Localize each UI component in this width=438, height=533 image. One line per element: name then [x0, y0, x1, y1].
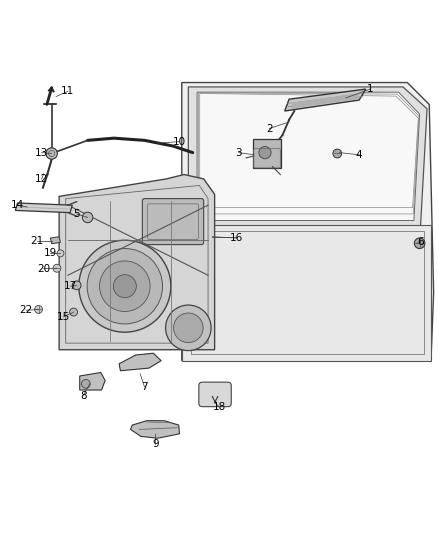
Circle shape	[259, 147, 271, 159]
Polygon shape	[59, 174, 215, 350]
Text: 10: 10	[173, 136, 186, 147]
Text: 1: 1	[367, 84, 374, 94]
Text: 2: 2	[266, 124, 273, 134]
Polygon shape	[253, 140, 281, 168]
Circle shape	[53, 264, 61, 272]
Circle shape	[46, 148, 57, 159]
Text: 18: 18	[212, 402, 226, 411]
Text: 9: 9	[152, 439, 159, 449]
Polygon shape	[285, 89, 366, 111]
Circle shape	[113, 274, 136, 298]
Circle shape	[70, 308, 78, 316]
Text: 15: 15	[57, 312, 70, 322]
Polygon shape	[80, 373, 105, 390]
Text: 14: 14	[11, 200, 24, 210]
Text: 6: 6	[417, 237, 424, 247]
Circle shape	[99, 261, 150, 311]
Circle shape	[35, 305, 42, 313]
Circle shape	[414, 238, 425, 248]
Text: 20: 20	[37, 264, 50, 273]
Text: 22: 22	[20, 305, 33, 316]
Circle shape	[82, 212, 93, 223]
Text: 5: 5	[73, 209, 80, 219]
Polygon shape	[188, 87, 427, 227]
Text: 13: 13	[35, 148, 48, 158]
Text: 17: 17	[64, 281, 77, 291]
Circle shape	[72, 281, 81, 290]
Polygon shape	[291, 93, 359, 109]
Text: 12: 12	[35, 174, 48, 184]
Polygon shape	[119, 353, 161, 371]
Polygon shape	[50, 237, 60, 244]
Polygon shape	[197, 92, 420, 221]
Circle shape	[81, 379, 90, 388]
Polygon shape	[182, 83, 434, 361]
Text: 8: 8	[80, 391, 87, 401]
Text: 4: 4	[356, 150, 363, 160]
Circle shape	[57, 250, 64, 257]
Circle shape	[166, 305, 211, 351]
Text: 11: 11	[61, 86, 74, 96]
Circle shape	[87, 248, 162, 324]
Text: 21: 21	[31, 236, 44, 246]
Text: 7: 7	[141, 382, 148, 392]
Text: 3: 3	[235, 148, 242, 158]
FancyBboxPatch shape	[142, 199, 204, 245]
Circle shape	[79, 240, 171, 332]
Text: 19: 19	[44, 248, 57, 259]
Circle shape	[333, 149, 342, 158]
Circle shape	[173, 313, 203, 343]
Polygon shape	[182, 225, 431, 361]
Polygon shape	[131, 421, 180, 438]
FancyBboxPatch shape	[199, 382, 231, 407]
Text: 16: 16	[230, 233, 243, 243]
Polygon shape	[15, 203, 72, 213]
